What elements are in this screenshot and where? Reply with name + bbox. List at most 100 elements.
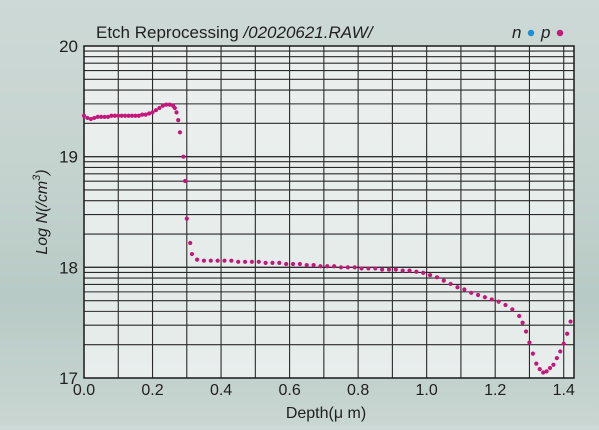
y-tick-label: 18 [59, 258, 78, 277]
y-axis-label: Log N(/cm3) [31, 169, 51, 254]
data-point-p [469, 290, 474, 295]
data-point-p [527, 340, 532, 345]
data-point-p [448, 281, 453, 287]
data-points-layer [81, 102, 573, 375]
data-point-p [517, 313, 522, 319]
data-point-p [99, 114, 104, 119]
data-point-p [407, 268, 412, 273]
y-tick-label: 20 [59, 37, 78, 56]
data-point-p [123, 113, 128, 118]
data-point-p [386, 267, 392, 272]
tick-labels-layer: 0.0 0.2 0.4 0.6 0.8 1.0 1.2 1.4 17 18 19 20 [59, 37, 575, 399]
data-point-p [462, 287, 467, 292]
x-axis-label: Depth(μ m) [286, 405, 366, 422]
data-point-p [475, 292, 481, 298]
legend: n p [512, 23, 564, 42]
y-axis-label-close: ) [34, 169, 51, 176]
data-point-p [530, 351, 535, 356]
data-point-p [318, 264, 323, 269]
data-point-p [88, 116, 93, 122]
chart-title: Etch Reprocessing /02020621.RAW/ [96, 23, 375, 42]
data-point-p [325, 264, 330, 269]
x-tick-label: 1.4 [553, 382, 575, 399]
chart-title-file: /02020621.RAW/ [242, 23, 374, 42]
data-point-p [150, 110, 155, 115]
plot-frame [83, 45, 575, 379]
plot-area-background [84, 46, 574, 378]
data-point-p [112, 113, 117, 118]
data-point-p [95, 114, 100, 119]
data-point-p [157, 105, 162, 111]
chart-title-prefix: Etch Reprocessing [96, 23, 243, 42]
data-point-p [92, 115, 97, 121]
data-point-p [143, 112, 148, 117]
data-point-p [256, 259, 261, 264]
data-point-p [85, 115, 90, 121]
data-point-p [380, 267, 385, 272]
data-point-p [177, 130, 183, 135]
data-point-p [109, 113, 114, 118]
data-point-p [167, 102, 172, 107]
data-point-p [427, 272, 433, 278]
data-point-p [102, 114, 107, 119]
data-point-p [249, 259, 254, 264]
data-point-p [116, 113, 121, 118]
data-point-p [181, 154, 186, 159]
data-point-p [352, 265, 357, 270]
x-tick-label: 1.2 [484, 382, 506, 399]
data-point-p [277, 260, 282, 266]
data-point-p [554, 355, 559, 361]
data-point-p [400, 268, 405, 273]
data-point-p [551, 362, 556, 367]
x-tick-label: 0.8 [347, 382, 369, 399]
y-tick-label: 19 [59, 148, 78, 167]
data-point-p [496, 299, 501, 304]
x-tick-label: 0.4 [210, 382, 232, 399]
data-point-p [81, 113, 87, 118]
data-point-p [414, 269, 419, 274]
y-axis-label-sup: 3 [31, 174, 43, 181]
data-point-p [338, 265, 344, 270]
data-point-p [359, 266, 364, 271]
data-point-p [126, 113, 131, 118]
data-point-p [174, 110, 179, 115]
data-point-p [290, 261, 296, 267]
legend-marker-p [556, 29, 564, 37]
data-point-p [160, 103, 165, 108]
data-point-p [503, 302, 508, 308]
data-point-p [133, 113, 138, 118]
data-point-p [558, 349, 563, 354]
data-point-p [523, 329, 529, 334]
x-tick-label: 0.0 [73, 382, 95, 399]
legend-label-n: n [512, 23, 521, 42]
data-point-p [176, 118, 181, 123]
data-point-p [373, 266, 378, 271]
data-point-p [311, 263, 316, 268]
data-point-p [147, 111, 152, 116]
data-point-p [164, 102, 169, 107]
data-point-p [561, 341, 566, 346]
data-point-p [544, 369, 549, 374]
data-point-p [236, 259, 241, 264]
data-point-p [172, 105, 177, 111]
data-point-p [520, 320, 525, 325]
data-point-p [105, 114, 111, 119]
data-point-p [270, 260, 275, 266]
data-point-p [201, 258, 207, 263]
data-point-p [332, 264, 337, 269]
data-point-p [119, 113, 124, 118]
data-point-p [153, 108, 159, 113]
data-point-p [455, 285, 460, 290]
data-point-p [140, 112, 145, 117]
data-point-p [129, 113, 135, 118]
data-point-p [304, 263, 309, 268]
data-point-p [182, 178, 188, 184]
data-point-p [482, 295, 488, 300]
data-point-p [534, 361, 539, 366]
data-point-p [547, 365, 553, 371]
x-tick-label: 0.2 [141, 382, 163, 399]
data-point-p [297, 261, 302, 267]
data-point-p [489, 297, 494, 302]
